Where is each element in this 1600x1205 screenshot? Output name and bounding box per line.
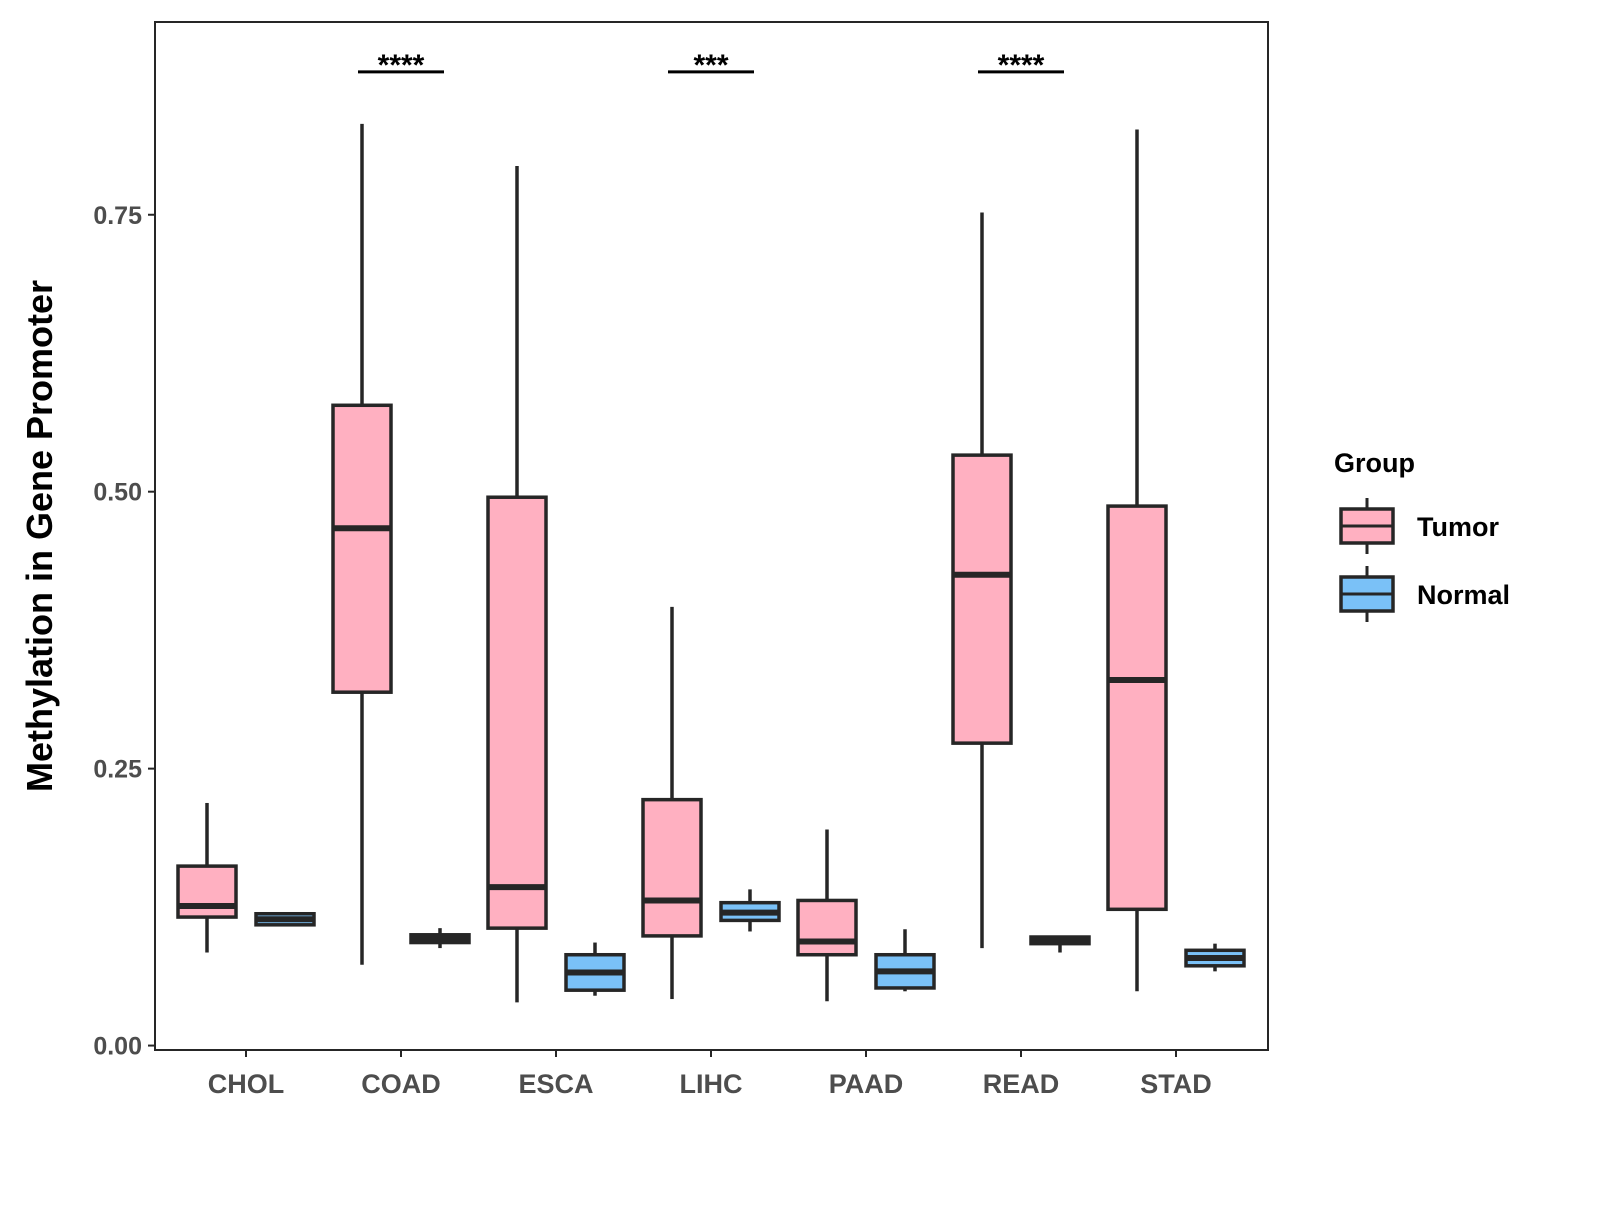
box-tumor-read [951, 212, 1013, 949]
box-iqr [176, 864, 238, 919]
y-tick-label: 0.25 [93, 756, 142, 784]
box-tumor-paad [796, 829, 858, 1002]
box-tumor-chol [176, 802, 238, 953]
y-tick-label: 0.50 [93, 479, 142, 507]
box-iqr [1106, 504, 1168, 912]
plot-panel [154, 21, 1269, 1051]
box-normal-esca [564, 942, 626, 996]
box-normal-lihc [719, 889, 781, 932]
box-iqr [641, 797, 703, 938]
x-tick-label: PAAD [829, 1069, 904, 1099]
x-tick-label: READ [983, 1069, 1060, 1099]
y-axis-label: Methylation in Gene Promoter [19, 280, 60, 792]
box-tumor-esca [486, 166, 548, 1003]
legend-label-normal: Normal [1417, 580, 1510, 610]
legend-label-tumor: Tumor [1417, 512, 1499, 542]
x-tick-label: CHOL [208, 1069, 285, 1099]
x-tick-label: LIHC [680, 1069, 743, 1099]
box-normal-chol [254, 911, 316, 927]
box-tumor-coad [331, 123, 393, 965]
box-normal-stad [1184, 943, 1246, 972]
box-tumor-lihc [641, 606, 703, 1000]
y-tick-label: 0.75 [93, 202, 142, 230]
box-tumor-stad [1106, 129, 1168, 992]
box-iqr [331, 403, 393, 694]
x-tick-label: COAD [361, 1069, 441, 1099]
significance-label: **** [998, 49, 1045, 82]
x-tick-label: STAD [1140, 1069, 1212, 1099]
legend-title: Group [1334, 448, 1415, 478]
box-iqr [951, 453, 1013, 745]
box-iqr [486, 495, 548, 930]
box-normal-coad [409, 928, 471, 949]
box-iqr [796, 898, 858, 957]
y-tick-label: 0.00 [93, 1033, 142, 1061]
box-normal-paad [874, 929, 936, 992]
significance-label: **** [378, 49, 425, 82]
significance-label: *** [693, 49, 728, 82]
box-normal-read [1029, 935, 1091, 953]
x-tick-label: ESCA [518, 1069, 593, 1099]
